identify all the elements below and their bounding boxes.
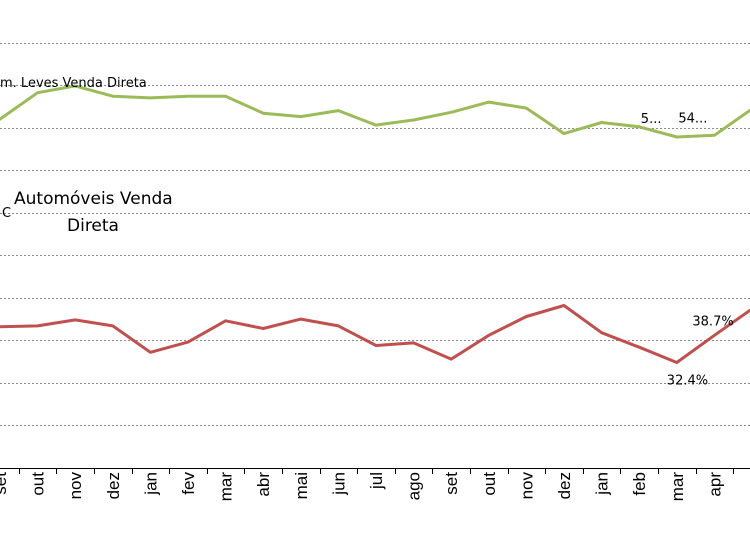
data-label: 5...	[641, 112, 662, 127]
gridlines	[0, 43, 750, 426]
x-tick-label: dez	[555, 472, 574, 499]
x-tick-label: jul	[367, 472, 386, 490]
x-tick-label: ago	[405, 472, 424, 500]
x-tick-label: nov	[517, 472, 536, 500]
series-label-automoveis-line2: Direta	[67, 216, 119, 236]
x-tick-label: feb	[630, 472, 649, 496]
x-tick-label: mar	[668, 472, 687, 502]
x-tick-label: mar	[217, 472, 236, 502]
x-tick-label: set	[442, 472, 461, 495]
x-tick-labels: set out nov dez jan fev mar abr mai jun jul ago set o…	[0, 472, 724, 502]
data-labels: 32.4% 38.7% 5... 54...	[641, 111, 734, 388]
x-tick-label: out	[29, 472, 48, 496]
x-tick-label: apr	[705, 472, 724, 497]
x-tick-label: abr	[254, 472, 273, 497]
data-label: 38.7%	[692, 314, 733, 329]
series-line-1	[0, 304, 750, 364]
x-tick-label: nov	[66, 472, 85, 500]
x-tick-label: jan	[593, 472, 612, 496]
x-tick-label: set	[0, 472, 10, 495]
series-label-com-leves: m. Leves Venda Direta	[0, 76, 147, 91]
x-tick-label: out	[480, 472, 499, 496]
x-tick-label: fev	[179, 472, 198, 495]
x-tick-label: mai	[292, 472, 311, 499]
x-tick-label: jun	[329, 472, 348, 496]
series-line-0	[0, 84, 750, 139]
series-label-automoveis-line1: Automóveis Venda	[14, 189, 173, 209]
series-label-marker: C	[2, 206, 11, 221]
x-tick-label: dez	[104, 472, 123, 499]
series-lines	[0, 84, 750, 364]
x-tick-label: jan	[141, 472, 160, 496]
data-label: 32.4%	[667, 373, 708, 388]
data-label: 54...	[678, 111, 707, 126]
x-axis	[0, 468, 750, 474]
